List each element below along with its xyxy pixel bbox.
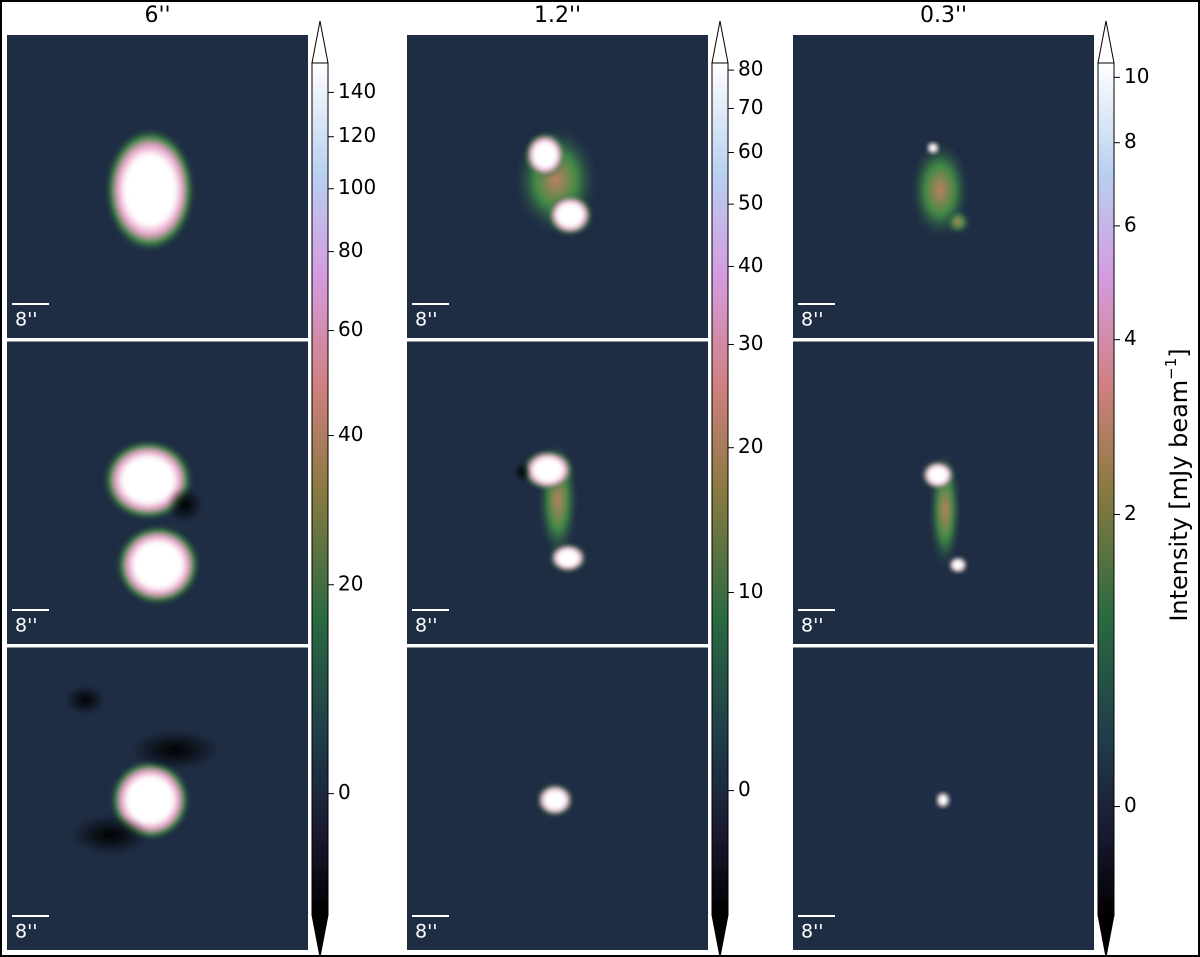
colorbar-extend-top bbox=[1097, 20, 1115, 64]
colorbar-label: Intensity [mJy beam−1] bbox=[1162, 348, 1194, 621]
colorbar bbox=[311, 62, 329, 916]
source-emission bbox=[167, 487, 203, 523]
image-panel bbox=[407, 341, 708, 644]
scalebar-label: 8'' bbox=[415, 309, 438, 331]
colorbar-extend-bottom bbox=[311, 914, 329, 957]
colorbar-extend-bottom bbox=[1097, 914, 1115, 957]
colorbar-tick-label: 120 bbox=[338, 123, 376, 147]
image-panel bbox=[793, 35, 1094, 338]
colorbar-tick-label: 50 bbox=[738, 191, 763, 215]
colorbar-extend-bottom bbox=[711, 914, 729, 957]
colorbar-tick-label: 8 bbox=[1124, 129, 1137, 153]
source-emission bbox=[523, 450, 573, 490]
colorbar-tick-label: 10 bbox=[1124, 64, 1149, 88]
colorbar-tick-label: 20 bbox=[338, 571, 363, 595]
source-emission bbox=[105, 128, 195, 252]
image-panel bbox=[407, 35, 708, 338]
source-emission bbox=[70, 815, 150, 855]
source-emission bbox=[550, 544, 586, 572]
source-emission bbox=[949, 557, 967, 573]
label-close: ] bbox=[1165, 348, 1193, 357]
source-emission bbox=[927, 142, 939, 154]
source-emission bbox=[537, 784, 573, 816]
colorbar-tick-label: 70 bbox=[738, 95, 763, 119]
image-panel bbox=[7, 647, 308, 950]
scalebar-label: 8'' bbox=[15, 615, 38, 637]
image-panel bbox=[7, 35, 308, 338]
colorbar bbox=[711, 62, 729, 916]
colorbar-tick-label: 20 bbox=[738, 434, 763, 458]
source-emission bbox=[922, 461, 954, 489]
scalebar-label: 8'' bbox=[415, 921, 438, 943]
colorbar-tick-label: 0 bbox=[738, 777, 751, 801]
colorbar-tick-label: 60 bbox=[338, 317, 363, 341]
image-panel bbox=[793, 341, 1094, 644]
colorbar-tick-label: 10 bbox=[738, 579, 763, 603]
source-emission bbox=[936, 792, 950, 808]
column-title: 0.3'' bbox=[920, 3, 967, 28]
colorbar-tick-label: 0 bbox=[1124, 793, 1137, 817]
colorbar-tick-label: 30 bbox=[738, 331, 763, 355]
colorbar-tick-label: 80 bbox=[338, 238, 363, 262]
colorbar-tick-label: 2 bbox=[1124, 501, 1137, 525]
colorbar-tick-label: 4 bbox=[1124, 326, 1137, 350]
colorbar-extend-top bbox=[711, 20, 729, 64]
scalebar-label: 8'' bbox=[801, 921, 824, 943]
source-emission bbox=[514, 462, 530, 482]
column-title: 1.2'' bbox=[534, 3, 581, 28]
scalebar-label: 8'' bbox=[801, 309, 824, 331]
colorbar-tick-label: 80 bbox=[738, 57, 763, 81]
column-title: 6'' bbox=[144, 3, 170, 28]
colorbar-tick-label: 40 bbox=[738, 253, 763, 277]
scalebar-label: 8'' bbox=[801, 615, 824, 637]
source-emission bbox=[116, 525, 200, 605]
image-panel bbox=[793, 647, 1094, 950]
colorbar-tick-label: 40 bbox=[338, 422, 363, 446]
colorbar bbox=[1097, 62, 1115, 916]
image-panel bbox=[407, 647, 708, 950]
scalebar-label: 8'' bbox=[415, 615, 438, 637]
label-superscript: −1 bbox=[1162, 358, 1180, 380]
source-emission bbox=[65, 685, 105, 715]
source-emission bbox=[130, 730, 220, 770]
scalebar-label: 8'' bbox=[15, 921, 38, 943]
source-emission bbox=[946, 210, 970, 234]
scalebar-label: 8'' bbox=[15, 309, 38, 331]
colorbar-tick-label: 60 bbox=[738, 139, 763, 163]
colorbar-tick-label: 6 bbox=[1124, 212, 1137, 236]
colorbar-tick-label: 140 bbox=[338, 79, 376, 103]
colorbar-tick-label: 0 bbox=[338, 780, 351, 804]
source-emission bbox=[548, 195, 592, 235]
image-panel bbox=[7, 341, 308, 644]
source-emission bbox=[525, 133, 565, 177]
label-text: Intensity [mJy beam bbox=[1165, 380, 1193, 622]
colorbar-extend-top bbox=[311, 20, 329, 64]
colorbar-tick-label: 100 bbox=[338, 175, 376, 199]
